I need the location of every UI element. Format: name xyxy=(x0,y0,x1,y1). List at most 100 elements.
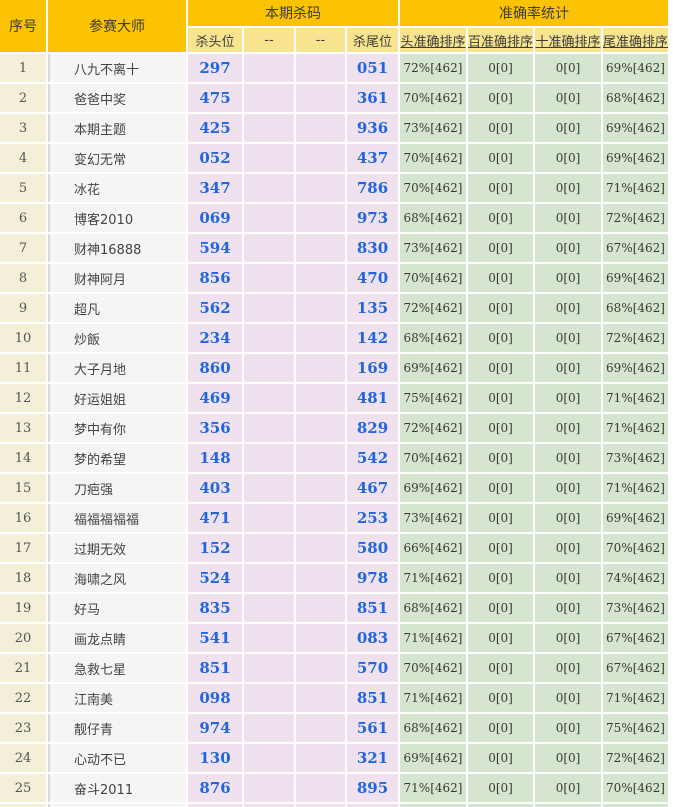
acc-hundred-cell: 0[0] xyxy=(468,474,534,502)
acc-head-cell: 72%[462] xyxy=(400,414,466,442)
serial-cell: 17 xyxy=(0,534,46,562)
kill-head-cell: 860 xyxy=(188,354,242,382)
serial-cell: 15 xyxy=(0,474,46,502)
serial-cell: 21 xyxy=(0,654,46,682)
table-row-partial xyxy=(0,804,669,807)
kill-mid2-cell xyxy=(296,54,345,82)
kill-mid1-cell xyxy=(244,534,294,562)
kill-mid1-cell xyxy=(244,684,294,712)
kill-mid1-cell xyxy=(244,144,294,172)
acc-hundred-cell: 0[0] xyxy=(468,684,534,712)
acc-tail-cell: 68%[462] xyxy=(603,294,669,322)
table-row: 8 财神阿月 856 470 70%[462] 0[0] 0[0] 69%[462] xyxy=(0,264,669,292)
acc-hundred-cell xyxy=(468,804,534,807)
subheader-placeholder-2: -- xyxy=(296,28,345,52)
kill-mid1-cell xyxy=(244,564,294,592)
serial-cell: 12 xyxy=(0,384,46,412)
subheader-sort-ten-accuracy-cell: 十准确排序 xyxy=(535,28,602,52)
acc-head-cell: 69%[462] xyxy=(400,354,466,382)
master-name-cell: 炒飯 xyxy=(48,324,186,352)
kill-mid2-cell xyxy=(296,234,345,262)
acc-ten-cell: 0[0] xyxy=(535,774,602,802)
acc-head-cell xyxy=(400,804,466,807)
acc-ten-cell: 0[0] xyxy=(535,54,602,82)
acc-tail-cell: 70%[462] xyxy=(603,534,669,562)
kill-head-cell: 234 xyxy=(188,324,242,352)
master-name-cell: 刀疤强 xyxy=(48,474,186,502)
kill-tail-cell: 142 xyxy=(347,324,398,352)
kill-mid1-cell xyxy=(244,594,294,622)
acc-head-cell: 71%[462] xyxy=(400,564,466,592)
acc-head-cell: 75%[462] xyxy=(400,384,466,412)
acc-tail-cell xyxy=(603,804,669,807)
subheader-kill-tail: 杀尾位 xyxy=(347,28,398,52)
kill-head-cell: 475 xyxy=(188,84,242,112)
subheader-sort-tail-accuracy-link[interactable]: 尾准确排序 xyxy=(603,34,669,50)
kill-tail-cell: 542 xyxy=(347,444,398,472)
acc-hundred-cell: 0[0] xyxy=(468,714,534,742)
kill-mid2-cell xyxy=(296,444,345,472)
table-row: 6 博客2010 069 973 68%[462] 0[0] 0[0] 72%[462] xyxy=(0,204,669,232)
kill-tail-cell: 467 xyxy=(347,474,398,502)
serial-cell: 23 xyxy=(0,714,46,742)
acc-hundred-cell: 0[0] xyxy=(468,174,534,202)
acc-tail-cell: 69%[462] xyxy=(603,264,669,292)
table-row: 22 江南美 098 851 71%[462] 0[0] 0[0] 71%[462] xyxy=(0,684,669,712)
acc-hundred-cell: 0[0] xyxy=(468,564,534,592)
acc-tail-cell: 73%[462] xyxy=(603,594,669,622)
kill-tail-cell: 936 xyxy=(347,114,398,142)
kill-mid2-cell xyxy=(296,354,345,382)
master-name-cell: 心动不已 xyxy=(48,744,186,772)
acc-tail-cell: 72%[462] xyxy=(603,204,669,232)
acc-hundred-cell: 0[0] xyxy=(468,414,534,442)
subheader-sort-hundred-accuracy-link[interactable]: 百准确排序 xyxy=(468,34,534,50)
kill-mid1-cell xyxy=(244,294,294,322)
serial-cell: 2 xyxy=(0,84,46,112)
kill-tail-cell: 083 xyxy=(347,624,398,652)
subheader-sort-head-accuracy-link[interactable]: 头准确排序 xyxy=(400,34,466,50)
acc-hundred-cell: 0[0] xyxy=(468,744,534,772)
serial-cell: 11 xyxy=(0,354,46,382)
table-row: 3 本期主题 425 936 73%[462] 0[0] 0[0] 69%[462] xyxy=(0,114,669,142)
acc-hundred-cell: 0[0] xyxy=(468,294,534,322)
kill-mid2-cell xyxy=(296,414,345,442)
serial-cell: 22 xyxy=(0,684,46,712)
kill-mid1-cell xyxy=(244,414,294,442)
header-row-sub: 杀头位 -- -- 杀尾位 头准确排序 百准确排序 十准确排序 尾准确排序 xyxy=(0,28,669,52)
acc-ten-cell: 0[0] xyxy=(535,684,602,712)
kill-mid2-cell xyxy=(296,174,345,202)
acc-ten-cell: 0[0] xyxy=(535,654,602,682)
header-group-kill-codes: 本期杀码 xyxy=(188,0,398,26)
kill-tail-cell xyxy=(347,804,398,807)
acc-ten-cell: 0[0] xyxy=(535,294,602,322)
kill-mid2-cell xyxy=(296,264,345,292)
master-name-cell: 好运姐姐 xyxy=(48,384,186,412)
table-row: 15 刀疤强 403 467 69%[462] 0[0] 0[0] 71%[462] xyxy=(0,474,669,502)
acc-head-cell: 73%[462] xyxy=(400,234,466,262)
kill-mid1-cell xyxy=(244,54,294,82)
table-row: 10 炒飯 234 142 68%[462] 0[0] 0[0] 72%[462] xyxy=(0,324,669,352)
kill-tail-cell: 321 xyxy=(347,744,398,772)
kill-head-cell: 297 xyxy=(188,54,242,82)
acc-ten-cell: 0[0] xyxy=(535,204,602,232)
acc-tail-cell: 69%[462] xyxy=(603,54,669,82)
kill-head-cell: 469 xyxy=(188,384,242,412)
serial-cell: 6 xyxy=(0,204,46,232)
acc-tail-cell: 72%[462] xyxy=(603,324,669,352)
acc-head-cell: 68%[462] xyxy=(400,714,466,742)
acc-tail-cell: 75%[462] xyxy=(603,714,669,742)
kill-mid2-cell xyxy=(296,744,345,772)
acc-head-cell: 70%[462] xyxy=(400,84,466,112)
master-name-cell: 冰花 xyxy=(48,174,186,202)
acc-tail-cell: 71%[462] xyxy=(603,684,669,712)
table-row: 25 奋斗2011 876 895 71%[462] 0[0] 0[0] 70%[462] xyxy=(0,774,669,802)
table-row: 13 梦中有你 356 829 72%[462] 0[0] 0[0] 71%[462] xyxy=(0,414,669,442)
master-name-cell: 过期无效 xyxy=(48,534,186,562)
subheader-sort-ten-accuracy-link[interactable]: 十准确排序 xyxy=(535,34,601,50)
kill-mid1-cell xyxy=(244,174,294,202)
serial-cell: 19 xyxy=(0,594,46,622)
acc-ten-cell: 0[0] xyxy=(535,384,602,412)
kill-tail-cell: 895 xyxy=(347,774,398,802)
serial-cell: 1 xyxy=(0,54,46,82)
acc-hundred-cell: 0[0] xyxy=(468,594,534,622)
